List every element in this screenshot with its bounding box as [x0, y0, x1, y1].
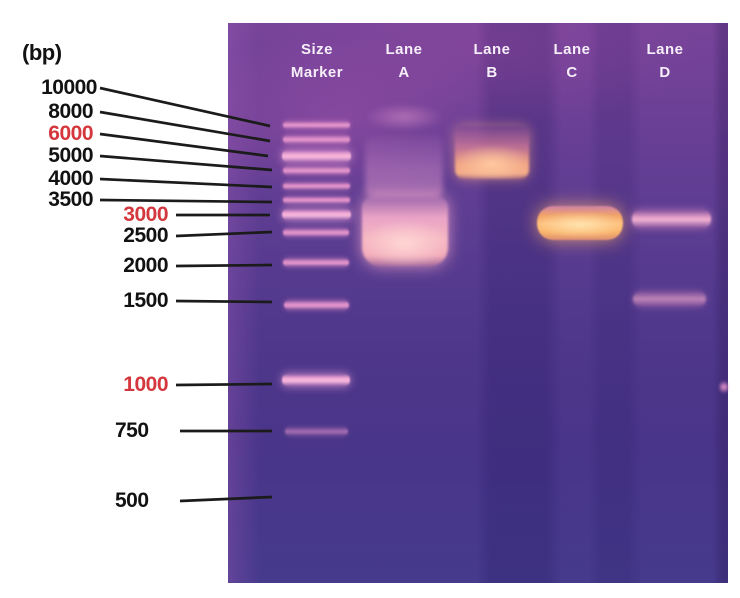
ladder-band-3500: [283, 196, 350, 204]
lane-d-band: [632, 210, 711, 228]
lane-header-a: Lane A: [354, 38, 454, 84]
lane-c-band: [537, 206, 623, 240]
size-label-5000: 5000: [48, 144, 93, 167]
lane-d-band: [633, 291, 706, 307]
bp-unit-label: (bp): [22, 40, 62, 65]
ladder-band-8000: [283, 135, 350, 144]
lane-header-line1: Lane: [553, 41, 591, 58]
ladder-band-1000: [282, 374, 350, 386]
ladder-band-2000: [283, 258, 349, 267]
lane-header-c: Lane C: [522, 38, 622, 84]
size-label-8000: 8000: [48, 100, 93, 123]
ladder-band-5000: [283, 166, 350, 175]
lane-b-band: [455, 126, 529, 179]
lane-header-line2: A: [398, 64, 410, 81]
lane-header-line2: Marker: [290, 64, 344, 81]
lane-header-line1: Size: [300, 41, 333, 58]
size-label-1000: 1000: [123, 373, 168, 396]
lane-header-b: Lane B: [442, 38, 542, 84]
ladder-band-6000: [282, 150, 351, 162]
size-label-6000: 6000: [48, 122, 93, 145]
lane-header-line1: Lane: [385, 41, 423, 58]
ladder-band-10000: [283, 121, 350, 129]
lane-a-band: [366, 104, 442, 130]
lane-edge-band: [719, 379, 729, 395]
ladder-band-4000: [283, 182, 350, 190]
lane-a-band: [365, 136, 443, 198]
ladder-band-1500: [284, 300, 349, 310]
size-label-4000: 4000: [48, 167, 93, 190]
lane-header-line2: C: [566, 64, 578, 81]
lane-header-line2: D: [659, 64, 671, 81]
ladder-band-2500: [283, 228, 349, 237]
size-label-750: 750: [115, 419, 149, 442]
lane-header-d: Lane D: [615, 38, 715, 84]
size-label-2000: 2000: [123, 254, 168, 277]
size-label-2500: 2500: [123, 224, 168, 247]
ladder-band-3000: [282, 209, 351, 220]
ladder-band-750: [285, 427, 348, 436]
size-label-3000: 3000: [123, 203, 168, 226]
lane-header-line1: Lane: [473, 41, 511, 58]
lane-header-line1: Lane: [646, 41, 684, 58]
size-label-1500: 1500: [123, 289, 168, 312]
lane-header-line2: B: [486, 64, 498, 81]
size-label-500: 500: [115, 489, 149, 512]
lane-header-marker: Size Marker: [267, 38, 367, 84]
size-label-10000: 10000: [41, 76, 97, 99]
lane-a-band: [362, 196, 448, 266]
size-label-3500: 3500: [48, 188, 93, 211]
